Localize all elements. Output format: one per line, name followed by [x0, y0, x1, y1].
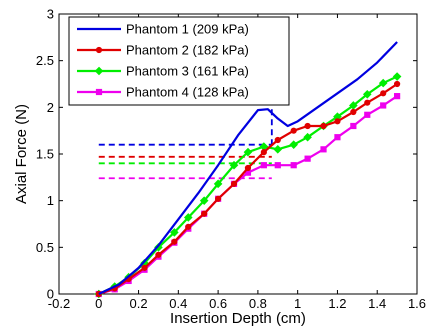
legend-label-3: Phantom 3 (161 kPa) [126, 64, 249, 79]
y-tick-label: 0.5 [36, 240, 54, 255]
data-point-s2 [320, 122, 327, 130]
x-tick-label: 1.6 [408, 296, 426, 311]
legend-marker-2 [95, 46, 103, 54]
x-tick-label: 1.2 [328, 296, 346, 311]
data-point-s4 [334, 134, 341, 141]
data-point-s4 [380, 102, 387, 109]
data-point-s2 [274, 136, 281, 144]
x-tick-label: 1 [294, 296, 301, 311]
data-point-s4 [364, 111, 371, 118]
plot-layer: -0.2 0 0.2 0.4 0.6 0.8 1 1.2 1.4 1.600.511.522.53… [13, 7, 426, 328]
data-point-s3 [392, 72, 402, 81]
x-tick-label: 0.4 [169, 296, 187, 311]
data-point-s3 [362, 89, 372, 99]
series-line-1 [98, 41, 398, 295]
data-point-s2 [260, 149, 267, 156]
x-tick-label: 0.6 [209, 296, 227, 311]
y-tick-label: 1 [47, 193, 54, 208]
data-point-s3 [199, 196, 209, 205]
data-point-s2 [185, 223, 192, 230]
data-point-s3 [273, 145, 283, 154]
y-tick-label: 3 [47, 7, 54, 22]
data-point-s3 [183, 213, 193, 222]
data-point-s2 [201, 210, 208, 217]
x-tick-label: -0.2 [48, 296, 70, 311]
data-point-s4 [394, 93, 401, 100]
x-tick-label: 0 [95, 296, 102, 311]
legend-box [68, 16, 290, 106]
y-axis-label: Axial Force (N) [13, 104, 30, 204]
data-point-s2 [380, 90, 387, 97]
data-point-s2 [290, 127, 297, 134]
data-point-s3 [289, 140, 298, 149]
data-point-s3 [229, 160, 239, 170]
legend-label-4: Phantom 4 (128 kPa) [126, 85, 249, 100]
x-tick-label: 0.2 [130, 296, 148, 311]
data-point-s4 [290, 162, 297, 169]
legend-marker-4 [95, 88, 103, 96]
y-tick-label: 0 [47, 287, 54, 302]
legend-label-2: Phantom 2 (182 kPa) [126, 43, 249, 58]
data-point-s3 [243, 147, 253, 157]
x-axis-label: Insertion Depth (cm) [170, 310, 306, 327]
data-point-s4 [320, 146, 327, 153]
legend-label-1: Phantom 1 (209 kPa) [126, 22, 249, 37]
data-point-s3 [378, 78, 388, 88]
data-point-s2 [364, 99, 371, 106]
y-tick-label: 1.5 [36, 147, 54, 162]
data-point-s2 [141, 264, 148, 271]
data-point-s4 [304, 155, 311, 162]
data-point-s2 [215, 195, 222, 202]
data-point-s2 [230, 180, 238, 187]
x-tick-label: 0.8 [249, 296, 267, 311]
data-point-s4 [274, 162, 281, 169]
y-tick-label: 2.5 [36, 53, 54, 68]
data-point-s3 [170, 228, 179, 237]
data-point-s3 [213, 179, 223, 189]
x-tick-label: 1.4 [368, 296, 386, 311]
data-point-s2 [171, 238, 178, 245]
data-point-s2 [350, 108, 357, 116]
data-point-s3 [303, 132, 312, 142]
legend-marker-3 [94, 66, 104, 76]
data-point-s4 [260, 162, 267, 169]
data-point-s2 [304, 122, 311, 130]
data-point-s2 [244, 164, 252, 172]
data-point-s2 [155, 251, 162, 258]
data-point-s2 [334, 118, 341, 125]
y-tick-label: 2 [47, 100, 54, 115]
data-point-s4 [350, 122, 357, 130]
data-point-s2 [394, 80, 401, 88]
